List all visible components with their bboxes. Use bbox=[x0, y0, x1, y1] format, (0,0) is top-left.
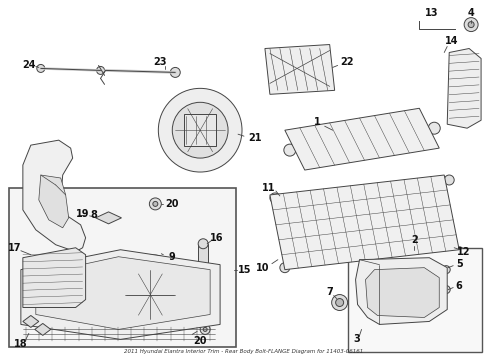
Text: 8: 8 bbox=[90, 210, 97, 220]
Polygon shape bbox=[23, 248, 85, 307]
Text: 15: 15 bbox=[238, 265, 251, 275]
Circle shape bbox=[149, 256, 161, 268]
Circle shape bbox=[441, 285, 449, 293]
Polygon shape bbox=[365, 268, 438, 318]
Circle shape bbox=[283, 144, 295, 156]
Circle shape bbox=[37, 64, 45, 72]
Circle shape bbox=[140, 285, 160, 305]
Text: 16: 16 bbox=[210, 233, 224, 243]
Text: 10: 10 bbox=[256, 263, 269, 273]
Circle shape bbox=[452, 114, 460, 122]
Circle shape bbox=[467, 22, 473, 28]
Text: 9: 9 bbox=[168, 252, 175, 262]
Text: 2: 2 bbox=[410, 235, 417, 245]
Polygon shape bbox=[36, 257, 210, 329]
Text: 22: 22 bbox=[339, 58, 353, 67]
Circle shape bbox=[427, 122, 439, 134]
Circle shape bbox=[149, 242, 161, 254]
Text: 20: 20 bbox=[165, 199, 179, 209]
Bar bbox=[9, 188, 236, 347]
Circle shape bbox=[170, 67, 180, 77]
Text: 6: 6 bbox=[455, 280, 462, 291]
Circle shape bbox=[122, 267, 178, 323]
Polygon shape bbox=[95, 212, 121, 224]
Text: 18: 18 bbox=[14, 339, 28, 349]
Circle shape bbox=[335, 298, 343, 306]
Polygon shape bbox=[35, 323, 51, 336]
Text: 4: 4 bbox=[467, 8, 473, 18]
Text: 11: 11 bbox=[262, 183, 275, 193]
Circle shape bbox=[158, 88, 242, 172]
Polygon shape bbox=[21, 250, 220, 339]
Text: 7: 7 bbox=[325, 287, 332, 297]
Text: 5: 5 bbox=[455, 259, 462, 269]
Text: 3: 3 bbox=[352, 334, 359, 345]
Polygon shape bbox=[23, 140, 85, 252]
Text: 19: 19 bbox=[76, 209, 89, 219]
Bar bbox=[184, 114, 216, 146]
Text: 23: 23 bbox=[153, 58, 167, 67]
Polygon shape bbox=[269, 175, 458, 270]
Circle shape bbox=[152, 245, 158, 251]
Circle shape bbox=[152, 259, 158, 265]
Circle shape bbox=[279, 263, 289, 273]
Circle shape bbox=[40, 327, 46, 332]
Circle shape bbox=[198, 239, 208, 249]
Text: 2011 Hyundai Elantra Interior Trim - Rear Body Bolt-FLANGE Diagram for 11403-061: 2011 Hyundai Elantra Interior Trim - Rea… bbox=[124, 349, 363, 354]
Polygon shape bbox=[264, 45, 334, 94]
Polygon shape bbox=[285, 108, 438, 170]
Polygon shape bbox=[355, 258, 447, 324]
Circle shape bbox=[443, 175, 453, 185]
Circle shape bbox=[188, 118, 212, 142]
Circle shape bbox=[172, 102, 227, 158]
Text: 13: 13 bbox=[424, 8, 437, 18]
Circle shape bbox=[203, 328, 207, 332]
Circle shape bbox=[463, 18, 477, 32]
Polygon shape bbox=[23, 315, 39, 328]
Text: 14: 14 bbox=[444, 36, 457, 46]
Text: 20: 20 bbox=[193, 336, 206, 346]
Text: 21: 21 bbox=[248, 133, 261, 143]
Text: 12: 12 bbox=[456, 247, 470, 257]
Circle shape bbox=[96, 67, 104, 75]
Circle shape bbox=[269, 193, 279, 203]
Circle shape bbox=[110, 255, 190, 334]
Bar bbox=[347, 248, 481, 352]
Circle shape bbox=[149, 198, 161, 210]
Circle shape bbox=[453, 247, 463, 257]
Polygon shape bbox=[447, 49, 480, 128]
Circle shape bbox=[200, 324, 210, 334]
Text: 1: 1 bbox=[314, 117, 321, 127]
Text: 17: 17 bbox=[8, 243, 21, 253]
Circle shape bbox=[441, 266, 449, 274]
Circle shape bbox=[28, 319, 34, 324]
Circle shape bbox=[331, 294, 347, 310]
Text: 24: 24 bbox=[22, 60, 36, 71]
Circle shape bbox=[153, 201, 158, 206]
Bar bbox=[198, 244, 208, 266]
Polygon shape bbox=[39, 175, 68, 228]
